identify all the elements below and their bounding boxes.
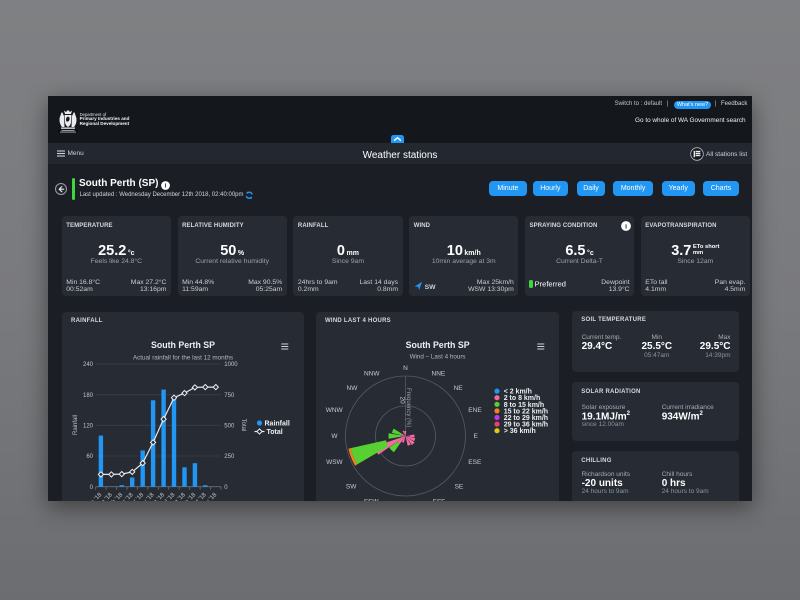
svg-text:Rainfall: Rainfall	[73, 415, 79, 435]
svg-text:Rainfall: Rainfall	[265, 421, 290, 428]
svg-text:15 to 22 km/h: 15 to 22 km/h	[504, 408, 548, 415]
svg-text:SW: SW	[346, 483, 357, 490]
svg-text:Feb '18: Feb '18	[106, 492, 125, 501]
svg-text:E: E	[474, 433, 479, 440]
svg-text:Actual rainfall for the last 1: Actual rainfall for the last 12 months	[133, 355, 233, 362]
svg-text:SSE: SSE	[433, 499, 447, 502]
svg-text:20: 20	[399, 397, 406, 405]
svg-text:22 to 29 km/h: 22 to 29 km/h	[504, 415, 548, 422]
svg-text:0: 0	[90, 485, 94, 491]
svg-text:Oct '18: Oct '18	[190, 492, 208, 501]
svg-text:1000: 1000	[224, 362, 238, 368]
svg-text:Aug '18: Aug '18	[168, 492, 187, 501]
svg-text:NNW: NNW	[364, 370, 380, 377]
svg-text:60: 60	[86, 454, 93, 460]
svg-text:2 to 8 km/h: 2 to 8 km/h	[504, 395, 541, 402]
svg-text:Apr '18: Apr '18	[128, 492, 146, 501]
svg-text:Nov '18: Nov '18	[200, 492, 219, 501]
svg-text:120: 120	[83, 424, 94, 430]
svg-text:NW: NW	[347, 385, 359, 392]
svg-text:i: i	[625, 223, 627, 230]
svg-text:Jul '18: Jul '18	[160, 492, 177, 501]
svg-text:South Perth SP: South Perth SP	[151, 340, 215, 350]
svg-text:May '18: May '18	[137, 492, 156, 501]
svg-text:750: 750	[224, 393, 235, 399]
svg-text:NE: NE	[454, 385, 464, 392]
svg-text:WSW: WSW	[326, 459, 343, 466]
svg-text:Wind – Last 4 hours: Wind – Last 4 hours	[410, 354, 466, 361]
svg-text:ENE: ENE	[468, 407, 482, 414]
svg-text:South Perth SP: South Perth SP	[406, 340, 470, 350]
svg-text:8 to 15 km/h: 8 to 15 km/h	[504, 402, 544, 409]
svg-text:Total: Total	[240, 419, 246, 432]
svg-text:240: 240	[83, 362, 94, 368]
svg-text:Total: Total	[267, 429, 283, 436]
svg-text:500: 500	[224, 424, 235, 430]
svg-text:29 to 36 km/h: 29 to 36 km/h	[504, 422, 548, 429]
svg-text:Jan '18: Jan '18	[96, 492, 114, 501]
svg-text:WNW: WNW	[326, 407, 344, 414]
svg-text:ESE: ESE	[468, 459, 482, 466]
svg-text:SE: SE	[455, 483, 464, 490]
svg-text:N: N	[403, 365, 408, 372]
svg-text:> 36 km/h: > 36 km/h	[504, 428, 536, 435]
svg-text:Jun '18: Jun '18	[148, 492, 166, 501]
svg-text:0: 0	[224, 485, 228, 491]
svg-text:Sep '18: Sep '18	[179, 492, 198, 501]
svg-text:Dec '18: Dec '18	[85, 492, 104, 501]
svg-text:Frequency (%): Frequency (%)	[405, 388, 411, 427]
svg-text:NNE: NNE	[432, 370, 446, 377]
svg-text:250: 250	[224, 454, 235, 460]
svg-text:< 2 km/h: < 2 km/h	[504, 389, 532, 396]
svg-text:i: i	[164, 183, 166, 189]
svg-text:180: 180	[83, 393, 94, 399]
svg-text:Mar '18: Mar '18	[116, 492, 135, 501]
svg-text:W: W	[331, 433, 338, 440]
svg-text:SSW: SSW	[364, 499, 380, 502]
